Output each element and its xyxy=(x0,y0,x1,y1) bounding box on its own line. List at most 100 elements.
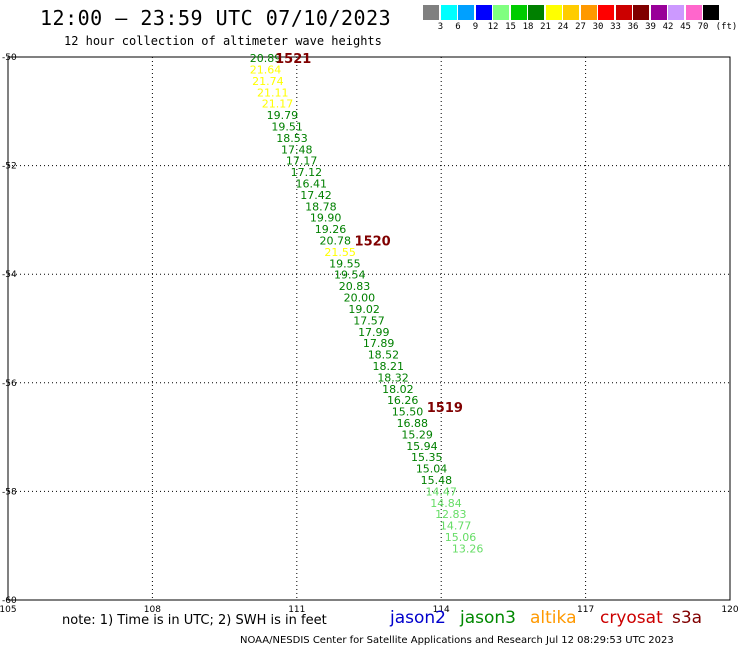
legend-label: 45 xyxy=(680,22,691,32)
y-tick-label: -60 xyxy=(2,596,17,606)
legend-swatch xyxy=(580,5,597,20)
satellite-name: s3a xyxy=(672,608,703,628)
legend-swatch xyxy=(545,5,562,20)
wave-height-point: 15.06 xyxy=(445,531,477,544)
legend-label: 9 xyxy=(472,22,479,32)
legend-swatch xyxy=(668,5,684,20)
x-tick-label: 111 xyxy=(288,605,305,615)
wave-height-point: 19.26 xyxy=(315,223,347,236)
wave-height-point: 17.57 xyxy=(353,314,385,327)
x-tick-label: 108 xyxy=(144,605,161,615)
chart-title: 12:00 – 23:59 UTC 07/10/2023 xyxy=(40,6,392,30)
y-tick-label: -58 xyxy=(2,487,17,497)
legend-label: 21 xyxy=(540,22,551,32)
wave-height-point: 18.52 xyxy=(368,349,400,362)
wave-height-point: 20.89 xyxy=(250,52,282,65)
satellite-name: altika xyxy=(530,608,577,628)
satellite-name: jason2 xyxy=(390,608,446,628)
y-tick-label: -56 xyxy=(2,379,17,389)
wave-height-point: 21.17 xyxy=(262,98,294,111)
wave-height-point: 15.04 xyxy=(416,463,448,476)
legend-swatch xyxy=(528,5,544,20)
x-tick-label: 120 xyxy=(721,605,738,615)
wave-height-point: 16.41 xyxy=(295,178,327,191)
wave-height-point: 20.00 xyxy=(344,292,376,305)
pass-time-annotation: 1519 xyxy=(427,401,463,416)
satellite-name: jason3 xyxy=(460,608,516,628)
legend-label: 3 xyxy=(437,22,444,32)
wave-height-point: 16.26 xyxy=(387,394,419,407)
legend-swatch xyxy=(598,5,614,20)
legend-label: 12 xyxy=(487,22,499,32)
wave-height-point: 18.32 xyxy=(377,371,409,384)
wave-height-point: 20.78 xyxy=(320,235,352,248)
wave-height-point: 15.94 xyxy=(406,440,438,453)
legend-swatch xyxy=(633,5,649,20)
wave-height-point: 15.35 xyxy=(411,451,443,464)
pass-time-annotation: 1521 xyxy=(275,52,311,67)
chart-subtitle: 12 hour collection of altimeter wave hei… xyxy=(64,34,382,48)
legend-label: 70 xyxy=(697,22,709,32)
legend-unit: (ft) xyxy=(715,22,738,32)
wave-height-point: 21.64 xyxy=(250,63,282,76)
legend-swatch xyxy=(493,5,509,20)
y-tick-label: -52 xyxy=(2,162,17,172)
legend-swatch xyxy=(685,5,702,20)
legend-label: 27 xyxy=(575,22,586,32)
legend-label: 39 xyxy=(645,22,656,32)
legend-swatch xyxy=(703,5,719,20)
legend-swatch xyxy=(440,5,457,20)
wave-height-point: 19.90 xyxy=(310,212,342,225)
wave-height-point: 21.11 xyxy=(257,86,289,99)
y-tick-label: -54 xyxy=(2,270,17,280)
legend-label: 30 xyxy=(592,22,604,32)
legend-label: 36 xyxy=(627,22,639,32)
satellite-name: cryosat xyxy=(600,608,663,628)
x-tick-label: 114 xyxy=(433,605,450,615)
legend-swatch xyxy=(475,5,492,20)
wave-height-point: 16.88 xyxy=(397,417,429,430)
wave-height-point: 21.74 xyxy=(252,75,284,88)
wave-height-point: 13.26 xyxy=(452,542,484,555)
wave-height-point: 19.51 xyxy=(271,121,303,134)
legend-label: 24 xyxy=(557,22,569,32)
wave-height-point: 17.99 xyxy=(358,326,390,339)
wave-height-point: 19.54 xyxy=(334,269,366,282)
legend-swatch xyxy=(650,5,667,20)
wave-height-point: 17.42 xyxy=(300,189,332,202)
wave-height-point: 14.47 xyxy=(425,485,457,498)
wave-height-point: 15.50 xyxy=(392,406,424,419)
legend-swatch xyxy=(423,5,439,20)
legend-swatch xyxy=(563,5,579,20)
wave-height-point: 19.02 xyxy=(348,303,380,316)
wave-height-point: 17.48 xyxy=(281,143,313,156)
pass-time-annotation: 1520 xyxy=(355,235,391,250)
footer-credit: NOAA/NESDIS Center for Satellite Applica… xyxy=(240,635,674,646)
wave-height-point: 15.29 xyxy=(401,428,433,441)
legend-swatch xyxy=(615,5,632,20)
wave-height-point: 17.17 xyxy=(286,155,318,168)
legend-swatch xyxy=(458,5,474,20)
y-tick-label: -50 xyxy=(2,53,17,63)
wave-height-point: 12.83 xyxy=(435,508,467,521)
legend-label: 18 xyxy=(522,22,534,32)
wave-height-point: 18.21 xyxy=(373,360,405,373)
wave-height-point: 18.78 xyxy=(305,200,337,213)
note-text: note: 1) Time is in UTC; 2) SWH is in fe… xyxy=(62,613,327,628)
wave-height-point: 14.84 xyxy=(430,497,462,510)
wave-height-point: 17.89 xyxy=(363,337,395,350)
wave-height-point: 15.48 xyxy=(421,474,453,487)
legend-label: 33 xyxy=(610,22,621,32)
wave-height-point: 18.53 xyxy=(276,132,308,145)
wave-height-point: 21.55 xyxy=(324,246,356,259)
legend-label: 6 xyxy=(455,22,461,32)
wave-height-point: 19.79 xyxy=(267,109,299,122)
wave-height-point: 19.55 xyxy=(329,257,361,270)
plot-frame xyxy=(7,56,731,601)
legend-swatch xyxy=(510,5,527,20)
wave-height-point: 17.12 xyxy=(291,166,323,179)
wave-height-point: 14.77 xyxy=(440,520,472,533)
x-tick-label: 105 xyxy=(0,605,17,615)
wave-height-point: 18.02 xyxy=(382,383,414,396)
